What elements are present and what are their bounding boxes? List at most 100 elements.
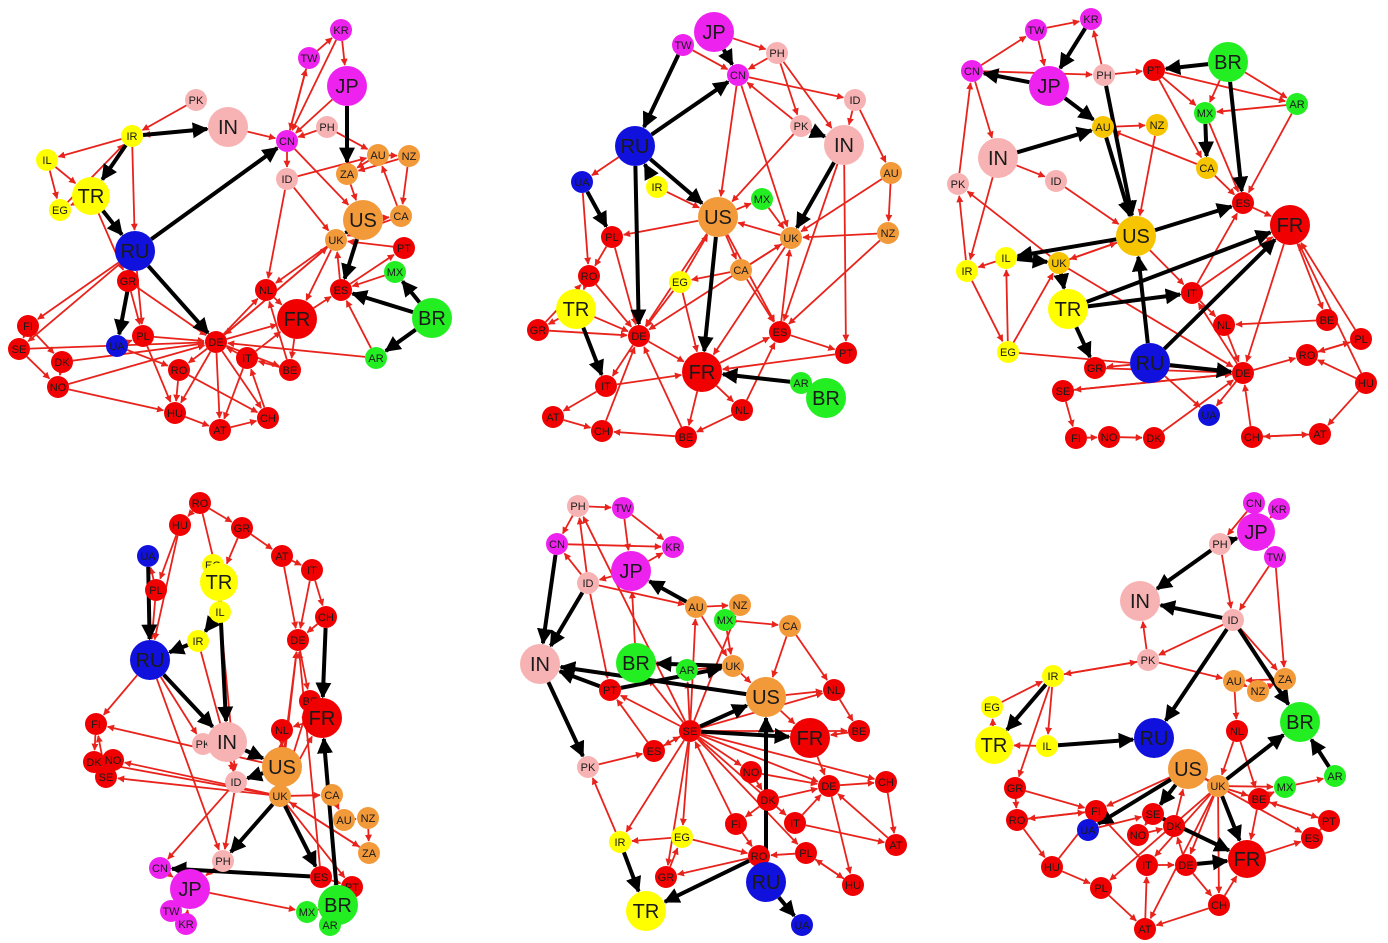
node-dk: DK — [1143, 427, 1165, 449]
node-label: FR — [1277, 215, 1304, 237]
edge-cn-in — [974, 81, 994, 139]
node-label: AU — [1095, 122, 1110, 134]
edge-uk-za — [288, 801, 360, 848]
node-us: US — [1168, 749, 1208, 789]
node-circle — [1355, 372, 1377, 394]
edge-pl-ua — [148, 567, 156, 580]
node-circle — [823, 679, 845, 701]
node-hu: HU — [164, 402, 186, 424]
node-label: CA — [733, 265, 749, 277]
edge-no-dk — [1119, 434, 1143, 442]
node-eg: EG — [671, 826, 693, 848]
node-circle — [748, 845, 770, 867]
node-label: JP — [702, 22, 725, 44]
node-in: IN — [208, 107, 248, 147]
edge-de-ro — [188, 347, 208, 364]
edge-id-za — [1239, 627, 1278, 671]
node-label: HU — [172, 520, 188, 532]
node-fr: FR — [1270, 205, 1310, 245]
node-circle — [1127, 824, 1149, 846]
edge-mx-ar — [1295, 776, 1324, 786]
node-ca: CA — [779, 615, 801, 637]
node-label: GR — [658, 872, 675, 884]
node-label: UA — [1080, 825, 1096, 837]
edge-ro-gr — [209, 507, 233, 523]
node-circle — [72, 177, 110, 215]
edge-de-fr — [226, 323, 278, 340]
node-se: SE — [679, 720, 701, 742]
edge-it-de — [801, 794, 822, 816]
node-label: ID — [282, 174, 293, 186]
edge-ch-at — [1262, 431, 1309, 439]
node-label: TR — [563, 299, 590, 321]
edge-pk-cn — [958, 82, 974, 174]
network-panel-4: ROHUGRUAEGTRATITPLILCHIRRUDEBEFRFINLPKIN… — [83, 492, 380, 936]
edge-se-fr — [700, 727, 791, 744]
node-label: NZ — [1150, 120, 1165, 132]
node-circle — [276, 168, 298, 190]
node-ro: RO — [168, 359, 190, 381]
node-circle — [601, 226, 623, 248]
node-dk: DK — [757, 789, 779, 811]
node-circle — [995, 247, 1017, 269]
node-no: NO — [1098, 426, 1120, 448]
node-it: IT — [784, 812, 806, 834]
edge-in-cn — [247, 130, 276, 141]
node-uk: UK — [780, 227, 802, 249]
node-circle — [225, 771, 247, 793]
node-circle — [85, 713, 107, 735]
node-label: ID — [583, 578, 594, 590]
edge-us-es — [341, 238, 359, 281]
node-circle — [671, 826, 693, 848]
node-at: AT — [542, 406, 564, 428]
edge-id-cn — [563, 552, 582, 575]
node-label: TR — [1055, 299, 1082, 321]
edge-es-pt — [616, 699, 649, 743]
edge-ch-fr — [315, 627, 332, 699]
node-label: SE — [12, 344, 27, 356]
edge-us-es — [1154, 203, 1234, 233]
node-label: PL — [1094, 883, 1107, 895]
edge-pt-mx — [1161, 76, 1197, 106]
node-label: IR — [127, 131, 138, 143]
node-circle — [1280, 702, 1320, 742]
node-fi: FI — [1085, 800, 1107, 822]
node-layer: ROHUGRUAEGTRATITPLILCHIRRUDEBEFRFINLPKIN… — [83, 492, 380, 936]
edge-jp-mx — [209, 892, 296, 912]
node-label: DK — [1166, 821, 1182, 833]
node-at: AT — [271, 545, 293, 567]
node-label: NO — [105, 755, 122, 767]
edge-in-ir — [968, 177, 994, 261]
node-fi: FI — [1065, 427, 1087, 449]
edge-uk-es — [283, 804, 318, 868]
node-cn: CN — [149, 857, 171, 879]
node-circle — [189, 492, 211, 514]
node-za: ZA — [336, 163, 358, 185]
node-hu: HU — [1355, 372, 1377, 394]
edge-uk-de — [1067, 267, 1234, 368]
edge-be-fr — [830, 730, 849, 738]
node-circle — [185, 89, 207, 111]
node-label: AT — [1138, 924, 1152, 936]
node-label: PK — [794, 121, 809, 133]
edge-in-au — [1016, 126, 1094, 155]
node-label: BR — [1286, 712, 1314, 734]
node-pl: PL — [601, 226, 623, 248]
node-be: BE — [848, 720, 870, 742]
node-no: NO — [47, 376, 69, 398]
edge-ca-es — [746, 278, 775, 323]
node-ua: UA — [571, 171, 593, 193]
node-label: NZ — [733, 600, 748, 612]
edge-br-es — [350, 290, 414, 315]
node-circle — [209, 601, 231, 623]
edge-no-hu — [68, 388, 164, 413]
edge-il-ir — [203, 615, 221, 633]
edge-pl-de — [153, 336, 205, 344]
node-kr: KR — [662, 536, 684, 558]
node-circle — [571, 171, 593, 193]
node-label: FR — [689, 362, 716, 384]
edge-no-de — [761, 773, 818, 787]
node-circle — [577, 572, 599, 594]
node-se: SE — [1052, 380, 1074, 402]
edge-pk-us — [731, 133, 795, 203]
